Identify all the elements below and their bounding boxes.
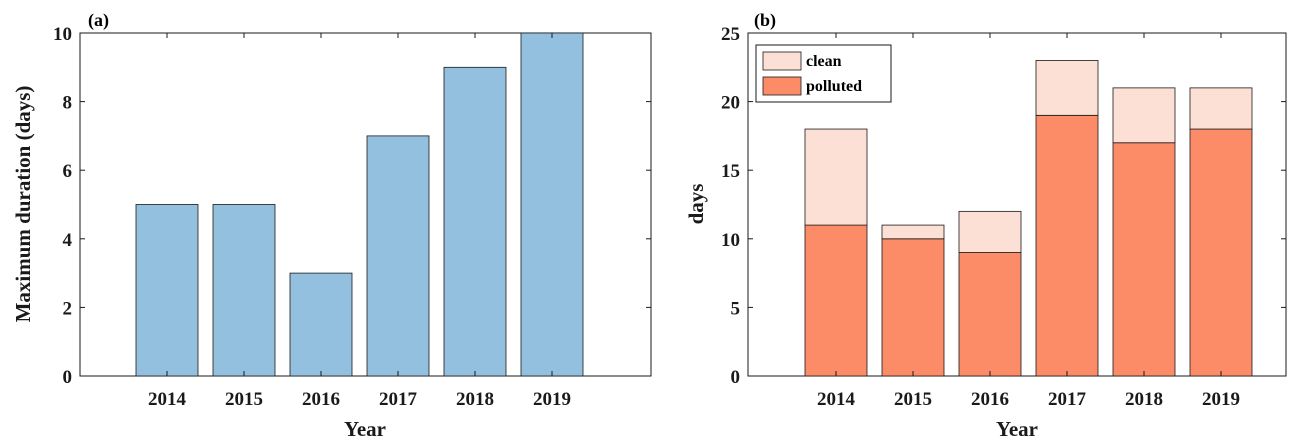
panel-a-bar-2018 xyxy=(443,66,507,377)
legend-label-polluted: polluted xyxy=(806,78,862,95)
panel-a-y-axis-title: Maximum duration (days) xyxy=(11,86,35,323)
panel-b-ytick-label-0: 0 xyxy=(731,367,741,388)
panel-b-ytick-label-20: 20 xyxy=(721,93,740,114)
panel-b-xtick-label-2014: 2014 xyxy=(817,389,856,410)
legend-swatch-clean xyxy=(762,51,802,71)
panel-b-xtick-label-2017: 2017 xyxy=(1048,389,1087,410)
panel-a-ytick-label-6: 6 xyxy=(63,161,73,182)
panel-b-xtick-label-2018: 2018 xyxy=(1125,389,1163,410)
panel-b-ytick-label-25: 25 xyxy=(721,24,740,45)
panel-b-ytick-label-15: 15 xyxy=(721,161,740,182)
panel-a-ytick-label-0: 0 xyxy=(63,367,73,388)
panel-b-bar-polluted-2017 xyxy=(1035,114,1099,377)
panel-b-bar-polluted-2015 xyxy=(881,238,945,377)
panel-b-legend: clean polluted xyxy=(755,44,892,103)
panel-a-xtick-label-2014: 2014 xyxy=(148,389,187,410)
legend-label-clean: clean xyxy=(806,53,842,70)
panel-b-bar-clean-2014 xyxy=(804,128,868,226)
panel-a-bar-2015 xyxy=(212,204,276,377)
panel-b-ytick-label-5: 5 xyxy=(731,298,741,319)
panel-b-bar-polluted-2016 xyxy=(958,252,1022,377)
panel-a-xtick-label-2016: 2016 xyxy=(302,389,340,410)
panel-a-x-axis-title: Year xyxy=(344,417,386,441)
panel-a-bar-2016 xyxy=(289,272,353,377)
panel-b-x-axis-title: Year xyxy=(996,417,1038,441)
panel-a-bar-2014 xyxy=(135,204,199,377)
panel-a-chart: (a) 0 2 4 6 8 10 2014 2015 2016 2017 2018 2019 Max… xyxy=(11,10,652,441)
panel-a-xtick-label-2017: 2017 xyxy=(379,389,418,410)
panel-b-bar-polluted-2018 xyxy=(1112,142,1176,377)
panel-b-xtick-label-2019: 2019 xyxy=(1202,389,1240,410)
panel-b-xtick-label-2015: 2015 xyxy=(894,389,932,410)
panel-a-xtick-label-2015: 2015 xyxy=(225,389,263,410)
panel-b-xtick-label-2016: 2016 xyxy=(971,389,1009,410)
panel-b-bar-clean-2019 xyxy=(1189,87,1253,130)
legend-swatch-polluted xyxy=(762,76,802,96)
panel-a-ytick-label-8: 8 xyxy=(63,93,73,114)
panel-b-bar-clean-2017 xyxy=(1035,60,1099,116)
panel-a-plot-area xyxy=(79,32,652,377)
panel-a-ytick-label-4: 4 xyxy=(63,230,73,251)
panel-a-ytick-label-10: 10 xyxy=(53,24,72,45)
panel-a-ytick-label-2: 2 xyxy=(63,298,73,319)
panel-b-bar-clean-2016 xyxy=(958,210,1022,253)
panel-b-y-axis-title: days xyxy=(684,184,708,225)
panel-a-bar-2019 xyxy=(520,32,584,377)
panel-b-bar-clean-2015 xyxy=(881,224,945,240)
panel-b-ytick-label-10: 10 xyxy=(721,230,740,251)
panel-a-label: (a) xyxy=(88,10,109,31)
panel-a-xtick-label-2019: 2019 xyxy=(533,389,571,410)
panel-b-bar-clean-2018 xyxy=(1112,87,1176,144)
panel-b-bar-polluted-2019 xyxy=(1189,128,1253,377)
panel-b-bar-polluted-2014 xyxy=(804,224,868,377)
panel-a-xtick-label-2018: 2018 xyxy=(456,389,494,410)
panel-b-label: (b) xyxy=(754,10,776,31)
panel-a-bar-2017 xyxy=(366,135,430,377)
